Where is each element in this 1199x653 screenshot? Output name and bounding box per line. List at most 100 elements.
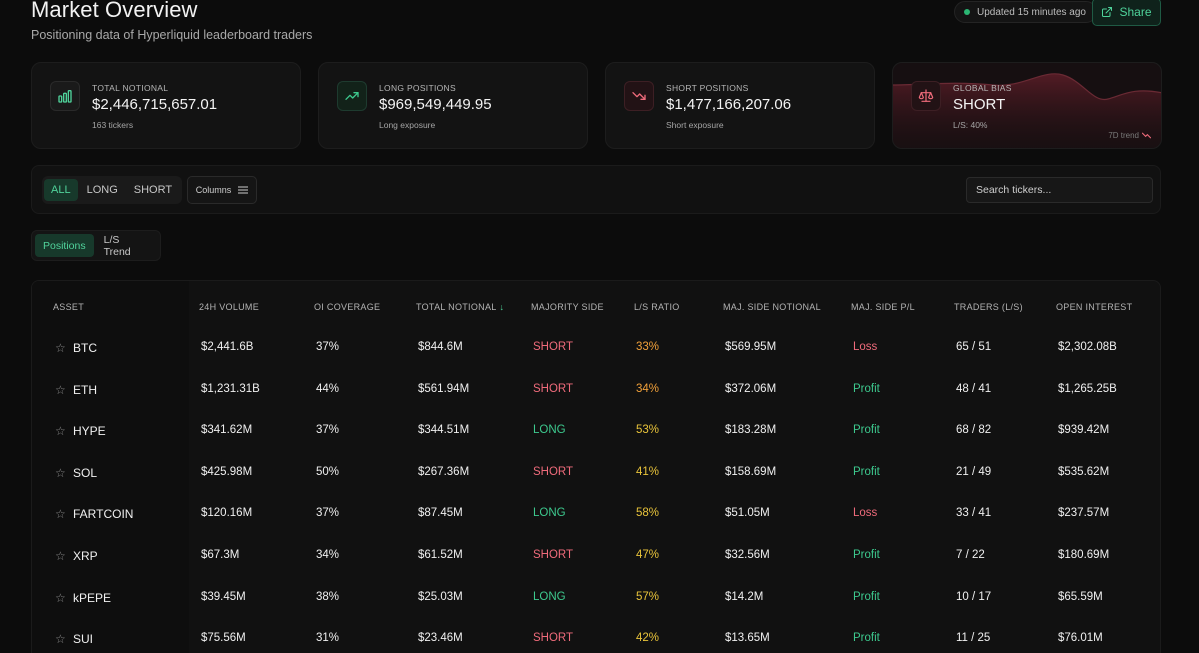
cell-asset[interactable]: BTC xyxy=(73,341,97,355)
tab-positions[interactable]: Positions xyxy=(35,234,94,257)
page-title: Market Overview xyxy=(31,0,198,22)
share-button[interactable]: Share xyxy=(1092,0,1161,26)
trend-down-mini-icon xyxy=(1142,132,1151,139)
table-row[interactable]: ☆ HYPE $341.62M 37% $344.51M LONG 53% $183.28M P… xyxy=(32,412,1160,453)
cell-maj-side-pl: Profit xyxy=(853,590,880,603)
trending-down-icon xyxy=(624,81,654,111)
header-oi-coverage[interactable]: OI COVERAGE xyxy=(314,302,381,312)
scale-icon xyxy=(911,81,941,111)
table-row[interactable]: ☆ kPEPE $39.45M 38% $25.03M LONG 57% $14.2M Prof… xyxy=(32,579,1160,620)
side-filter-group: ALL LONG SHORT xyxy=(42,176,182,204)
favorite-star-icon[interactable]: ☆ xyxy=(55,465,66,480)
cell-maj-side-pl: Profit xyxy=(853,632,880,645)
cell-majority-side: SHORT xyxy=(533,382,574,395)
table-row[interactable]: ☆ FARTCOIN $120.16M 37% $87.45M LONG 58% $51.05… xyxy=(32,495,1160,536)
header-total-notional-label: TOTAL NOTIONAL xyxy=(416,302,497,312)
cell-open-interest: $180.69M xyxy=(1058,549,1110,561)
cell-maj-side-notional: $372.06M xyxy=(725,382,777,395)
cell-total-notional: $344.51M xyxy=(418,424,470,437)
table-row[interactable]: ☆ BTC $2,441.6B 37% $844.6M SHORT 33% $569.95M L… xyxy=(32,329,1160,370)
table-row[interactable]: ☆ SOL $425.98M 50% $267.36M SHORT 41% $158.69M P… xyxy=(32,454,1160,495)
cell-ls-ratio: 47% xyxy=(636,549,660,561)
card-subtext: L/S: 40% xyxy=(953,120,988,130)
cell-open-interest: $65.59M xyxy=(1058,590,1103,603)
header-majority-side[interactable]: MAJORITY SIDE xyxy=(531,302,604,312)
cell-total-notional: $23.46M xyxy=(418,632,463,645)
table-row[interactable]: ☆ ETH $1,231.31B 44% $561.94M SHORT 34% $372.06… xyxy=(32,371,1160,412)
trend-label-text: 7D trend xyxy=(1108,131,1139,140)
menu-lines-icon xyxy=(238,186,249,194)
card-value: $1,477,166,207.06 xyxy=(666,96,792,113)
side-filter-all[interactable]: ALL xyxy=(44,179,78,201)
cell-24h-volume: $67.3M xyxy=(201,549,240,561)
cell-oi-coverage: 37% xyxy=(316,507,340,520)
header-total-notional[interactable]: TOTAL NOTIONAL ↓ xyxy=(416,302,504,312)
cell-traders: 65 / 51 xyxy=(956,341,992,353)
tab-ls-trend[interactable]: L/S Trend xyxy=(103,233,131,258)
cell-maj-side-notional: $14.2M xyxy=(725,590,764,603)
cell-majority-side: LONG xyxy=(533,590,566,603)
cell-24h-volume: $39.45M xyxy=(201,590,246,603)
cell-maj-side-notional: $51.05M xyxy=(725,507,770,520)
cell-total-notional: $844.6M xyxy=(418,341,463,353)
share-label: Share xyxy=(1119,5,1152,19)
cell-maj-side-pl: Profit xyxy=(853,424,880,437)
favorite-star-icon[interactable]: ☆ xyxy=(55,424,66,439)
card-value: $2,446,715,657.01 xyxy=(92,96,218,113)
card-value: SHORT xyxy=(953,96,1006,113)
cell-total-notional: $561.94M xyxy=(418,382,470,395)
sort-desc-icon: ↓ xyxy=(499,302,505,312)
cell-traders: 48 / 41 xyxy=(956,382,992,395)
search-tickers-input[interactable] xyxy=(966,177,1153,203)
cell-oi-coverage: 34% xyxy=(316,549,340,561)
header-open-interest[interactable]: OPEN INTEREST xyxy=(1056,302,1133,312)
cell-asset[interactable]: ETH xyxy=(73,382,97,397)
cell-asset[interactable]: kPEPE xyxy=(73,590,112,605)
cell-asset[interactable]: SUI xyxy=(73,632,94,647)
header-asset[interactable]: ASSET xyxy=(53,302,85,312)
cell-asset[interactable]: HYPE xyxy=(73,424,106,439)
card-value: $969,549,449.95 xyxy=(379,96,492,113)
cell-majority-side: SHORT xyxy=(533,341,574,353)
favorite-star-icon[interactable]: ☆ xyxy=(55,507,66,522)
cell-ls-ratio: 57% xyxy=(636,590,660,603)
trending-up-icon xyxy=(337,81,367,111)
favorite-star-icon[interactable]: ☆ xyxy=(55,632,66,647)
cell-ls-ratio: 33% xyxy=(636,341,660,353)
cell-traders: 11 / 25 xyxy=(956,632,991,645)
card-subtext: 163 tickers xyxy=(92,120,134,130)
cell-maj-side-pl: Profit xyxy=(853,549,880,561)
table-row[interactable]: ☆ SUI $75.56M 31% $23.46M SHORT 42% $13.65M Prof… xyxy=(32,620,1160,653)
cell-majority-side: SHORT xyxy=(533,549,574,561)
cell-total-notional: $267.36M xyxy=(418,465,470,478)
header-maj-side-pl[interactable]: MAJ. SIDE P/L xyxy=(851,302,915,312)
header-24h-volume[interactable]: 24H VOLUME xyxy=(199,302,260,312)
favorite-star-icon[interactable]: ☆ xyxy=(55,549,66,563)
cell-asset[interactable]: FARTCOIN xyxy=(73,507,134,522)
favorite-star-icon[interactable]: ☆ xyxy=(55,382,66,397)
cell-total-notional: $25.03M xyxy=(418,590,463,603)
header-maj-side-notional[interactable]: MAJ. SIDE NOTIONAL xyxy=(723,302,821,312)
header-ls-ratio[interactable]: L/S RATIO xyxy=(634,302,680,312)
cell-24h-volume: $1,231.31B xyxy=(201,382,260,395)
cell-maj-side-notional: $569.95M xyxy=(725,341,777,353)
cell-asset[interactable]: XRP xyxy=(73,549,98,563)
favorite-star-icon[interactable]: ☆ xyxy=(55,341,66,355)
favorite-star-icon[interactable]: ☆ xyxy=(55,590,66,605)
cell-asset[interactable]: SOL xyxy=(73,465,98,480)
filter-bar: ALL LONG SHORT Columns xyxy=(31,165,1161,214)
cell-open-interest: $2,302.08B xyxy=(1058,341,1117,353)
side-filter-short[interactable]: SHORT xyxy=(133,184,173,196)
card-label: GLOBAL BIAS xyxy=(953,83,1012,93)
card-subtext: Short exposure xyxy=(666,120,724,130)
cell-total-notional: $61.52M xyxy=(418,549,463,561)
cell-traders: 10 / 17 xyxy=(956,590,992,603)
card-label: TOTAL NOTIONAL xyxy=(92,83,169,93)
cell-oi-coverage: 31% xyxy=(316,632,340,645)
side-filter-long[interactable]: LONG xyxy=(86,184,118,196)
columns-button[interactable]: Columns xyxy=(187,176,257,204)
header-traders[interactable]: TRADERS (L/S) xyxy=(954,302,1023,312)
table-row[interactable]: ☆ XRP $67.3M 34% $61.52M SHORT 47% $32.56M Profi… xyxy=(32,537,1160,578)
cell-open-interest: $535.62M xyxy=(1058,465,1110,478)
